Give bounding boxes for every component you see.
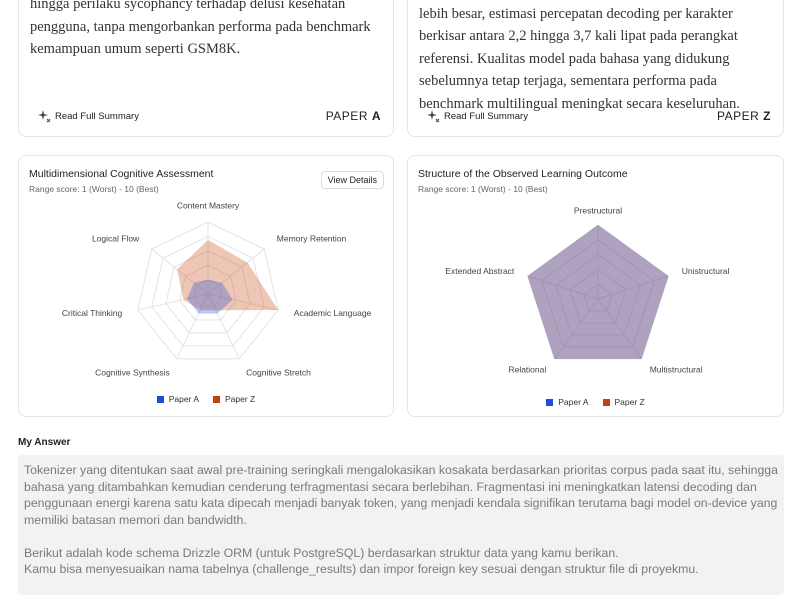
grid-spoke — [176, 293, 209, 360]
grid-ring — [569, 268, 627, 324]
grid-spoke — [151, 248, 209, 295]
grid-spoke — [597, 298, 642, 360]
legend-item[interactable]: Paper Z — [213, 394, 255, 404]
axis-label: Multistructural — [650, 364, 703, 374]
axis-label: Content Mastery — [177, 200, 240, 210]
axis-label: Extended Abstract — [445, 266, 515, 276]
grid-ring — [583, 283, 613, 312]
grid-ring — [555, 253, 641, 336]
grid-ring — [137, 221, 279, 360]
series-area — [177, 240, 279, 311]
chart-subtitle: Range score: 1 (Worst) - 10 (Best) — [29, 184, 159, 194]
axis-label: Critical Thinking — [62, 308, 123, 318]
grid-ring — [179, 264, 237, 321]
grid-ring — [165, 250, 251, 334]
paper-label: PAPER A — [326, 109, 381, 123]
card-footer: Read Full Summary PAPER Z — [426, 108, 771, 124]
axis-label: Academic Language — [294, 308, 372, 318]
series-area — [527, 225, 669, 359]
paper-card: peningkatan biaya komputasi per token da… — [407, 0, 784, 137]
read-summary-link[interactable]: Read Full Summary — [444, 110, 528, 122]
grid-spoke — [554, 298, 599, 360]
answer-heading: My Answer — [18, 437, 71, 448]
legend-swatch — [156, 396, 164, 403]
summary-text: hingga perilaku sycophancy terhadap delu… — [30, 0, 371, 57]
answer-paragraph: Berikut adalah kode schema Drizzle ORM (… — [24, 545, 619, 560]
grid-ring — [151, 235, 265, 347]
card-footer: Read Full Summary PAPER A — [37, 108, 381, 124]
chart-title: Multidimensional Cognitive Assessment — [29, 168, 214, 180]
series-area — [186, 279, 233, 314]
legend-swatch — [546, 399, 554, 406]
radar-chart: Prestructural Unistructural Multistructura… — [445, 205, 730, 374]
answer-box: Tokenizer yang ditentukan saat awal pre-… — [18, 455, 784, 595]
read-summary-link[interactable]: Read Full Summary — [55, 110, 139, 122]
legend-label: Paper Z — [225, 394, 256, 404]
legend-item[interactable]: Paper Z — [602, 397, 645, 407]
summary-text: peningkatan biaya komputasi per token da… — [419, 5, 740, 112]
view-details-button[interactable]: View Details — [320, 171, 384, 189]
legend-label: Paper A — [168, 394, 199, 404]
series-area — [527, 225, 669, 359]
grid-spoke — [527, 275, 599, 300]
axis-label: Relational — [508, 364, 546, 374]
grid-spoke — [137, 293, 209, 311]
grid-spoke — [207, 293, 279, 311]
answer-paragraph: Tokenizer yang ditentukan saat awal pre-… — [24, 463, 778, 527]
grid-spoke — [597, 275, 669, 300]
chart-subtitle: Range score: 1 (Worst) - 10 (Best) — [418, 184, 548, 194]
grid-spoke — [207, 248, 265, 295]
legend: Paper A Paper Z — [408, 397, 783, 407]
answer-paragraph: Kamu bisa menyesuaikan nama tabelnya (ch… — [24, 562, 699, 576]
paper-card: hingga perilaku sycophancy terhadap delu… — [18, 0, 394, 137]
axis-label: Cognitive Stretch — [246, 368, 311, 378]
legend-swatch — [602, 399, 610, 406]
axis-label: Cognitive Synthesis — [95, 368, 170, 378]
legend: Paper A Paper Z — [19, 394, 393, 404]
sparkle-icon — [427, 110, 440, 123]
axis-label: Unistructural — [682, 266, 730, 276]
chart-title: Structure of the Observed Learning Outco… — [418, 168, 628, 180]
grid-spoke — [207, 293, 240, 360]
axis-label: Prestructural — [574, 205, 622, 215]
grid-ring — [527, 224, 669, 360]
legend-item[interactable]: Paper A — [156, 394, 199, 404]
grid-ring — [541, 239, 655, 348]
paper-letter: Z — [763, 109, 771, 123]
paper-word: PAPER — [325, 109, 368, 123]
grid-ring — [193, 279, 223, 308]
page: hingga perilaku sycophancy terhadap delu… — [18, 0, 784, 595]
radar-chart: Content Mastery Memory Retention Academic … — [62, 200, 372, 378]
legend-item[interactable]: Paper A — [546, 397, 589, 407]
chart-card: Structure of the Observed Learning Outco… — [407, 155, 784, 417]
axis-label: Memory Retention — [277, 233, 347, 243]
sparkle-icon — [38, 110, 51, 123]
paper-word: PAPER — [717, 109, 760, 123]
legend-label: Paper A — [558, 397, 589, 407]
paper-label: PAPER Z — [717, 109, 771, 123]
axis-label: Logical Flow — [92, 233, 140, 243]
chart-card: Multidimensional Cognitive Assessment Ra… — [18, 155, 394, 417]
paper-letter: A — [371, 109, 381, 123]
legend-swatch — [213, 396, 220, 403]
legend-label: Paper Z — [614, 397, 645, 407]
